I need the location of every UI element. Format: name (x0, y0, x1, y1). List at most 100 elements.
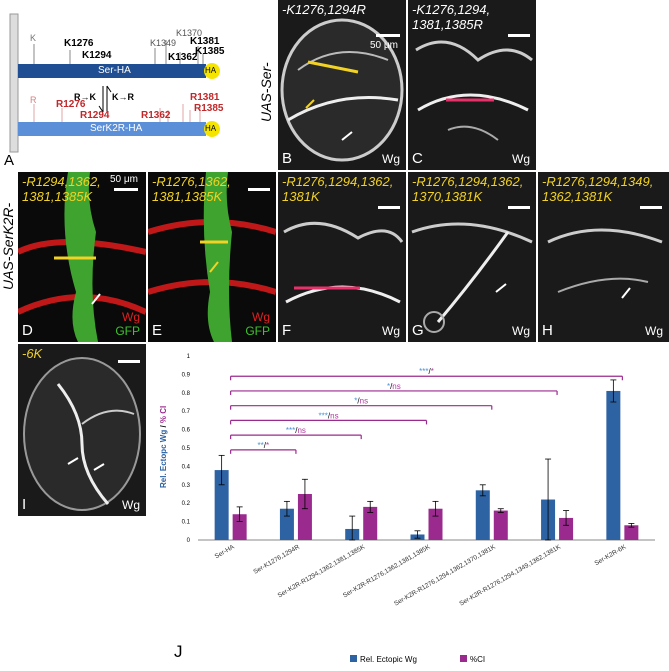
r-site-1276: R1276 (56, 99, 86, 110)
k-site-1362: K1362 (168, 52, 198, 63)
panel-e-stain-wg: Wg (252, 310, 270, 324)
y-tick-label: 0.6 (182, 428, 191, 434)
k-site-1276: K1276 (64, 38, 94, 49)
y-tick-label: 0.1 (182, 520, 191, 526)
y-tick-label: 0.8 (182, 391, 191, 397)
x-tick-label: Ser-K2R-R1276,1294,1362,1370,1381K (393, 543, 497, 607)
significance-label: */ns (354, 397, 368, 406)
panel-letter-h: H (542, 322, 553, 339)
panel-letter-a: A (4, 152, 15, 169)
serk2r-ha-label: SerK2R-HA (90, 123, 143, 134)
wing-disc-image-f (278, 172, 406, 342)
uas-serk2r-label: UAS-SerK2R- (0, 202, 16, 290)
k-site-1381: K1381 (190, 36, 220, 47)
scale-bar-e (248, 188, 270, 191)
ser-ha-label: Ser-HA (98, 65, 131, 76)
scale-bar-f (378, 206, 400, 209)
bar (214, 470, 229, 540)
panel-h: -R1276,1294,1349, 1362,1381K H Wg (538, 172, 669, 342)
panel-d: -R1294,1362, 1381,1385K 50 μm D Wg GFP (18, 172, 146, 342)
k-site-1349: K1349 (150, 38, 177, 48)
y-tick-label: 0.7 (182, 409, 191, 415)
scale-bar-i (118, 360, 140, 363)
significance-label-part: ** (257, 441, 263, 450)
y-tick-label: 0.5 (182, 446, 191, 452)
panel-g-stain: Wg (512, 324, 530, 338)
wing-disc-image-e (148, 172, 276, 342)
y-axis-label-part: / (159, 423, 168, 430)
legend-label: %CI (470, 655, 485, 664)
significance-label-part: *** (419, 367, 428, 376)
significance-label-part: / (428, 367, 431, 376)
bar (297, 494, 312, 540)
significance-label-part: ns (360, 397, 368, 406)
y-axis-label-part: Rel. Ectopc Wg (159, 430, 168, 488)
panel-b-title: -K1276,1294R (282, 2, 366, 17)
significance-label-part: ns (392, 382, 400, 391)
legend-label: Rel. Ectopic Wg (360, 655, 417, 664)
panel-e-stain-gfp: GFP (245, 324, 270, 338)
r-site-1385: R1385 (194, 103, 224, 114)
significance-label: */ns (387, 382, 401, 391)
panel-c: -K1276,1294, 1381,1385R C Wg (408, 0, 536, 170)
significance-label-part: *** (286, 426, 295, 435)
panel-c-stain: Wg (512, 152, 530, 166)
panel-b-stain: Wg (382, 152, 400, 166)
wing-disc-image-d (18, 172, 146, 342)
bar (493, 510, 508, 540)
r-site-r: R (30, 95, 37, 105)
bar (363, 506, 378, 540)
r-site-1294: R1294 (80, 110, 110, 121)
significance-label: ***/* (419, 367, 434, 376)
panel-letter-i: I (22, 496, 27, 513)
panel-e-title: -R1276,1362, 1381,1385K (152, 174, 231, 204)
significance-label-part: * (266, 441, 269, 450)
arrow-r-to-k: R→K (74, 92, 96, 102)
y-tick-label: 0.2 (182, 501, 191, 507)
arrow-k-to-r: K→R (112, 92, 134, 102)
panel-e: -R1276,1362, 1381,1385K E Wg GFP (148, 172, 276, 342)
scale-bar-c (508, 34, 530, 37)
significance-label-part: *** (319, 411, 328, 420)
y-tick-label: 0.3 (182, 483, 191, 489)
panel-letter-d: D (22, 322, 33, 339)
x-tick-label: Ser-HA (214, 543, 237, 560)
y-axis-label: Rel. Ectopc Wg / % CI (159, 406, 168, 488)
bar (232, 514, 247, 540)
x-tick-label: Ser-K2R-6K (594, 543, 628, 567)
bar (624, 525, 639, 540)
panel-letter-g: G (412, 322, 424, 339)
panel-c-title: -K1276,1294, 1381,1385R (412, 2, 491, 32)
legend-swatch (350, 655, 357, 662)
panel-f: -R1276,1294,1362, 1381K F Wg (278, 172, 406, 342)
panel-g: -R1276,1294,1362, 1370,1381K G Wg (408, 172, 536, 342)
ser-ha-bar (18, 64, 206, 78)
panel-letter-b: B (282, 150, 293, 167)
significance-label-part: ns (297, 426, 305, 435)
panel-letter-c: C (412, 150, 423, 167)
k-site-k: K (30, 33, 37, 43)
panel-g-title: -R1276,1294,1362, 1370,1381K (412, 174, 524, 204)
panel-h-title: -R1276,1294,1349, 1362,1381K (542, 174, 654, 204)
ha-label-bottom: HA (205, 124, 217, 133)
k-site-1370: K1370 (176, 28, 203, 38)
panel-d-title: -R1294,1362, 1381,1385K (22, 174, 101, 204)
scale-bar-h (640, 206, 662, 209)
legend-swatch (460, 655, 467, 662)
wing-disc-image-i (18, 344, 146, 516)
bar (428, 508, 443, 540)
panel-f-title: -R1276,1294,1362, 1381K (282, 174, 394, 204)
bar (559, 517, 574, 540)
panel-letter-e: E (152, 322, 163, 339)
scale-bar-b (376, 34, 400, 37)
bar (279, 508, 294, 540)
panel-h-stain: Wg (645, 324, 663, 338)
panel-d-stain-gfp: GFP (115, 324, 140, 338)
ha-tag-bottom (204, 121, 220, 137)
significance-label-part: * (354, 397, 357, 406)
scale-bar-d (114, 188, 138, 191)
wing-disc-image-b (278, 0, 406, 170)
significance-label-part: ns (330, 411, 338, 420)
y-tick-label: 0.9 (182, 372, 191, 378)
significance-label-part: / (328, 411, 331, 420)
